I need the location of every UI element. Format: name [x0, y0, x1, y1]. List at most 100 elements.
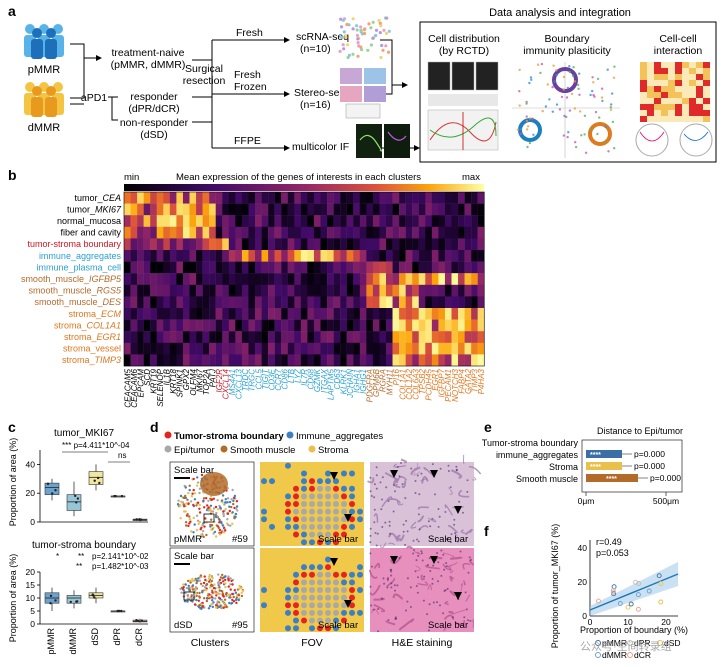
- fov-spot: [293, 523, 299, 530]
- heat-cell: [359, 226, 367, 239]
- heat-cell: [346, 296, 354, 309]
- heat-cell: [143, 296, 151, 309]
- data-point: [658, 599, 664, 605]
- he-nucleus: [440, 549, 443, 552]
- spot: [235, 596, 238, 599]
- heat-cell: [215, 192, 223, 204]
- interaction-cell: [668, 86, 675, 92]
- heat-cell: [137, 354, 144, 367]
- heat-cell: [405, 331, 413, 343]
- heat-cell: [130, 296, 138, 309]
- spot: [232, 502, 235, 506]
- box-dMMR: [66, 494, 82, 511]
- heat-cell: [215, 261, 223, 274]
- heat-cell: [366, 226, 374, 239]
- heat-cell: [451, 273, 459, 285]
- spot: [224, 593, 228, 596]
- row-label-gene: IGFBP5: [89, 274, 122, 284]
- spot: [240, 591, 243, 594]
- heat-cell: [431, 296, 439, 309]
- spot: [184, 486, 187, 489]
- legend-label: dSD: [664, 638, 681, 648]
- fov-spot: [317, 548, 323, 555]
- heat-cell: [176, 203, 184, 216]
- fov-spot: [325, 579, 331, 586]
- pmmr-people-icon: [24, 24, 64, 59]
- fov-spot: [325, 470, 331, 477]
- sample-group-2: dSD: [174, 620, 193, 631]
- interaction-cell: [640, 92, 647, 98]
- interaction-cell: [647, 92, 654, 98]
- heat-cell: [464, 215, 472, 227]
- x-tick-label: dCR: [134, 628, 144, 647]
- heat-cell: [438, 342, 446, 355]
- heat-cell: [313, 354, 321, 367]
- heat-cell: [196, 226, 203, 239]
- heat-cell: [412, 342, 419, 355]
- he-texture: [464, 528, 473, 536]
- spot: [227, 578, 230, 581]
- heat-cell: [372, 284, 380, 297]
- spot: [211, 605, 214, 609]
- heat-cell: [300, 238, 308, 251]
- interaction-cell: [703, 62, 710, 68]
- heat-cell: [353, 284, 360, 297]
- heat-cell: [307, 226, 315, 239]
- heat-cell: [346, 238, 354, 251]
- heat-cell: [137, 215, 144, 227]
- clusters-tissue-1: [176, 472, 239, 539]
- he-texture: [450, 556, 463, 560]
- heat-cell: [464, 331, 472, 343]
- heat-cell: [372, 261, 380, 274]
- heat-cell: [372, 296, 380, 309]
- umap-point: [346, 55, 350, 60]
- row-label-prefix: smooth_muscle_: [21, 274, 90, 284]
- data-point: [596, 598, 601, 604]
- spot: [196, 501, 200, 504]
- interaction-cell: [668, 80, 675, 86]
- he-nucleus: [436, 552, 439, 554]
- he-nucleus: [444, 589, 447, 592]
- data-point: [139, 518, 143, 521]
- heat-cell: [327, 273, 334, 285]
- heat-cell: [215, 226, 223, 239]
- spot: [183, 510, 186, 513]
- scatter-point: [540, 62, 544, 66]
- fov-spot: [285, 625, 291, 632]
- fov-spot: [357, 594, 363, 601]
- heat-cell: [405, 319, 413, 332]
- fov-spot: [293, 625, 299, 632]
- row-label-gene: RGS5: [96, 286, 122, 296]
- heat-cell: [130, 192, 138, 204]
- heat-cell: [405, 308, 413, 320]
- heat-cell: [143, 215, 151, 227]
- he-texture: [425, 564, 440, 570]
- heat-cell: [451, 296, 459, 309]
- spot: [210, 518, 213, 521]
- box1-line1: Cell distribution: [428, 33, 500, 45]
- row-label: tumor_MKI67: [67, 204, 122, 214]
- he-nucleus: [417, 540, 420, 543]
- he-nucleus: [463, 616, 466, 619]
- heat-cell: [241, 354, 249, 367]
- heat-cell: [196, 215, 203, 227]
- spot: [231, 598, 234, 602]
- he-nucleus: [381, 526, 384, 528]
- spot: [182, 583, 185, 586]
- heat-cell: [477, 215, 485, 227]
- he-texture: [450, 469, 463, 479]
- spot: [240, 586, 243, 590]
- fov-spot: [341, 579, 347, 586]
- heat-cell: [268, 308, 275, 320]
- fov-spot: [325, 625, 331, 632]
- he-texture: [449, 575, 455, 582]
- he-nucleus: [450, 533, 453, 536]
- heat-cell: [458, 273, 465, 285]
- scatter-point: [525, 102, 528, 105]
- heat-cell: [444, 331, 452, 343]
- he-nucleus: [432, 601, 435, 604]
- integration-box: [419, 21, 717, 163]
- heat-cell: [261, 261, 269, 274]
- he-nucleus: [381, 476, 384, 479]
- heat-cell: [340, 331, 347, 343]
